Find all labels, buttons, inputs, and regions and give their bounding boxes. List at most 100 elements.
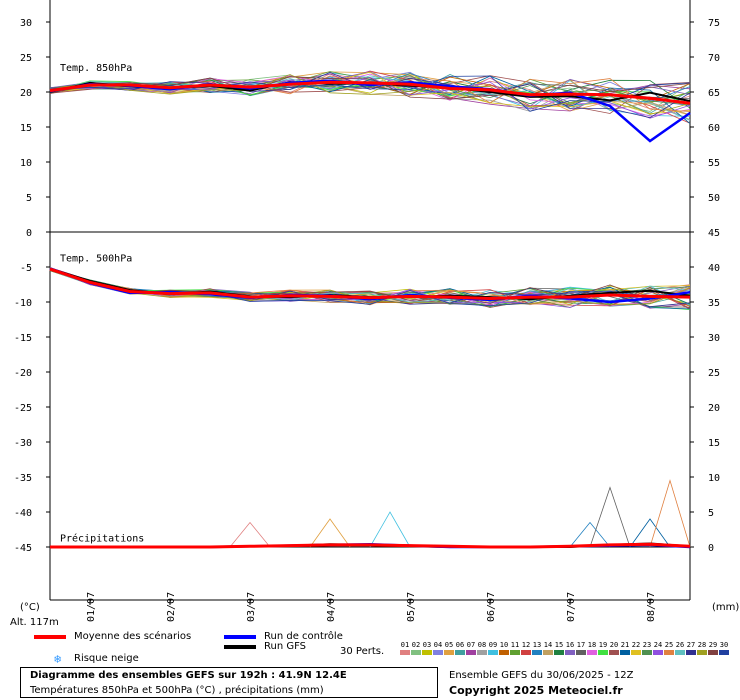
pert-color-swatch [411, 650, 421, 655]
pert-number-label: 26 [676, 641, 684, 649]
precip-member-spike [649, 479, 691, 548]
precip-member-spike [369, 511, 411, 548]
right-tick-label: 30 [708, 333, 720, 344]
pert-number-label: 11 [511, 641, 519, 649]
pert-color-swatch [400, 650, 410, 655]
pert-number-label: 03 [423, 641, 431, 649]
right-tick-label: 45 [708, 228, 720, 239]
right-tick-label: 40 [708, 263, 720, 274]
left-tick-label: -5 [20, 263, 32, 274]
t850-member-line [49, 71, 691, 107]
altitude-label: Alt. 117m [10, 617, 59, 628]
pert-number-label: 18 [588, 641, 596, 649]
x-tick-label: 08/07 [646, 592, 657, 622]
pert-color-swatch [598, 650, 608, 655]
left-tick-label: -15 [14, 333, 32, 344]
pert-color-swatch [510, 650, 520, 655]
pert-number-label: 25 [665, 641, 673, 649]
pert-color-swatch [697, 650, 707, 655]
pert-color-swatch [609, 650, 619, 655]
precip-member-spike [629, 518, 671, 548]
pert-number-label: 06 [456, 641, 464, 649]
right-tick-label: 55 [708, 158, 720, 169]
pert-number-label: 08 [478, 641, 486, 649]
left-tick-label: -30 [14, 438, 32, 449]
pert-color-swatch [631, 650, 641, 655]
pert-number-label: 27 [687, 641, 695, 649]
pert-color-swatch [708, 650, 718, 655]
chart-title: Diagramme des ensembles GEFS sur 192h : … [30, 670, 347, 681]
panel-label-t850: Temp. 850hPa [60, 63, 132, 74]
right-tick-label: 10 [708, 473, 720, 484]
left-tick-label: 15 [20, 123, 32, 134]
right-tick-label: 75 [708, 18, 720, 29]
pert-color-swatch [686, 650, 696, 655]
pert-color-swatch [664, 650, 674, 655]
pert-number-label: 23 [643, 641, 651, 649]
pert-color-swatch [620, 650, 630, 655]
precip-member-spike [309, 518, 351, 548]
x-tick-label: 03/07 [246, 592, 257, 622]
pert-number-label: 24 [654, 641, 662, 649]
pert-color-swatch [499, 650, 509, 655]
right-tick-label: 35 [708, 298, 720, 309]
left-tick-label: 0 [26, 228, 32, 239]
pert-number-label: 12 [522, 641, 530, 649]
left-tick-label: -25 [14, 403, 32, 414]
right-tick-label: 15 [708, 438, 720, 449]
pert-number-label: 30 [720, 641, 728, 649]
pert-number-label: 07 [467, 641, 475, 649]
snowflake-icon: ❄ [54, 652, 61, 666]
pert-color-swatch [576, 650, 586, 655]
pert-number-label: 13 [533, 641, 541, 649]
left-tick-label: 10 [20, 158, 32, 169]
run-info: Ensemble GEFS du 30/06/2025 - 12Z [449, 670, 634, 681]
pert-number-label: 09 [489, 641, 497, 649]
pert-color-swatch [521, 650, 531, 655]
pert-color-swatch [477, 650, 487, 655]
footer-title-box [20, 667, 438, 698]
pert-color-swatch [543, 650, 553, 655]
pert-color-swatch [455, 650, 465, 655]
x-tick-label: 05/07 [406, 592, 417, 622]
pert-number-label: 16 [566, 641, 574, 649]
pert-color-swatch [444, 650, 454, 655]
t850-member-line [49, 74, 691, 115]
pert-number-label: 10 [500, 641, 508, 649]
right-tick-label: 25 [708, 368, 720, 379]
pert-number-label: 14 [544, 641, 552, 649]
pert-color-swatch [675, 650, 685, 655]
pert-color-swatch [422, 650, 432, 655]
right-unit-label: (mm) [712, 602, 740, 613]
left-tick-label: -20 [14, 368, 32, 379]
precip-member-spike [229, 521, 271, 548]
pert-color-swatch [653, 650, 663, 655]
x-tick-label: 02/07 [166, 592, 177, 622]
right-tick-label: 65 [708, 88, 720, 99]
right-tick-label: 20 [708, 403, 720, 414]
left-tick-label: 30 [20, 18, 32, 29]
pert-number-label: 15 [555, 641, 563, 649]
pert-number-label: 01 [401, 641, 409, 649]
chart-subtitle: Températures 850hPa et 500hPa (°C) , pré… [30, 685, 324, 696]
legend-snow-label: Risque neige [74, 653, 139, 664]
pert-number-label: 17 [577, 641, 585, 649]
right-tick-label: 5 [708, 508, 714, 519]
pert-number-label: 20 [610, 641, 618, 649]
panel-label-precip: Précipitations [60, 532, 144, 544]
x-tick-label: 01/07 [86, 592, 97, 622]
legend-mean-label: Moyenne des scénarios [74, 631, 192, 642]
left-tick-label: 5 [26, 193, 32, 204]
pert-number-label: 05 [445, 641, 453, 649]
t500-mean-line [49, 267, 691, 301]
precip-mean-line [50, 542, 691, 549]
pert-number-label: 29 [709, 641, 717, 649]
x-tick-label: 06/07 [486, 592, 497, 622]
pert-number-label: 19 [599, 641, 607, 649]
panel-label-t500: Temp. 500hPa [60, 253, 132, 264]
pert-number-label: 02 [412, 641, 420, 649]
right-tick-label: 0 [708, 543, 714, 554]
legend-gfs-label: Run GFS [264, 641, 307, 652]
left-tick-label: -35 [14, 473, 32, 484]
pert-color-swatch [554, 650, 564, 655]
